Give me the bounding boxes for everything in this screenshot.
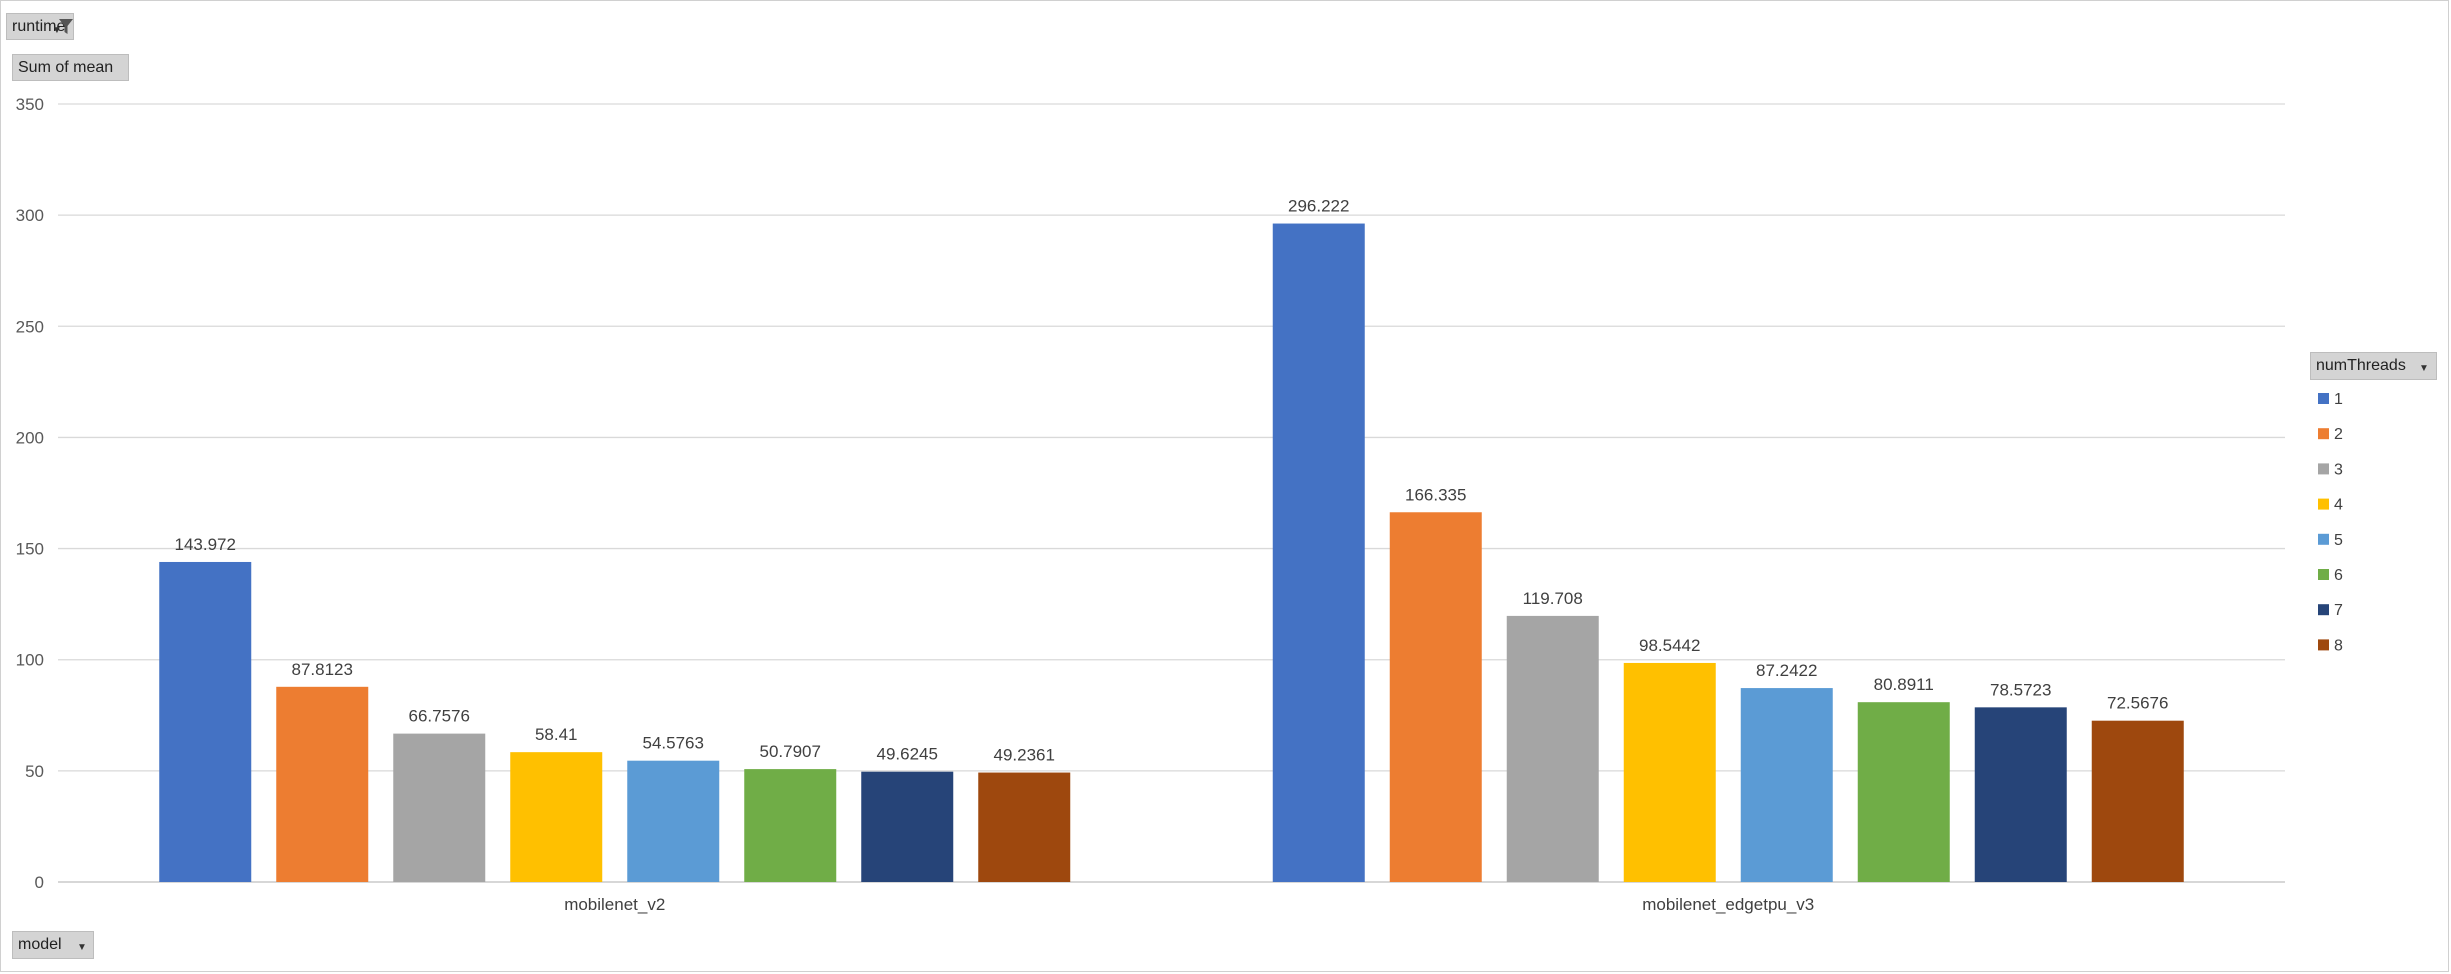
legend-label: 6 bbox=[2334, 567, 2343, 584]
model-axis-field-label: model bbox=[18, 936, 62, 953]
runtime-filter-label: runtime bbox=[12, 17, 66, 35]
data-label: 72.5676 bbox=[2107, 694, 2168, 713]
bar bbox=[159, 561, 252, 882]
bar bbox=[861, 771, 954, 882]
data-label: 143.972 bbox=[175, 535, 236, 554]
data-label: 98.5442 bbox=[1639, 636, 1700, 655]
bar bbox=[510, 752, 603, 882]
bar bbox=[1506, 615, 1599, 882]
bar bbox=[1857, 702, 1950, 882]
data-label: 49.2361 bbox=[994, 746, 1055, 765]
legend-label: 4 bbox=[2334, 497, 2343, 514]
y-tick-label: 50 bbox=[25, 762, 44, 781]
legend-swatch bbox=[2318, 463, 2329, 475]
legend-swatch bbox=[2318, 428, 2329, 440]
y-tick-label: 100 bbox=[16, 651, 44, 670]
legend-label: 7 bbox=[2334, 602, 2343, 619]
bar bbox=[1740, 688, 1833, 882]
runtime-filter-button[interactable]: runtime ▼ bbox=[6, 13, 74, 40]
bar bbox=[1389, 512, 1482, 882]
data-label: 87.8123 bbox=[292, 660, 353, 679]
data-label: 54.5763 bbox=[643, 734, 704, 753]
data-label: 66.7576 bbox=[409, 707, 470, 726]
bar bbox=[1623, 662, 1716, 882]
legend-swatch bbox=[2318, 533, 2329, 545]
data-label: 296.222 bbox=[1288, 197, 1349, 216]
chevron-down-icon: ▼ bbox=[52, 25, 62, 36]
y-tick-label: 200 bbox=[16, 428, 44, 447]
data-label: 78.5723 bbox=[1990, 680, 2051, 699]
y-tick-label: 150 bbox=[16, 540, 44, 559]
category-label: mobilenet_v2 bbox=[564, 895, 665, 914]
bar bbox=[276, 686, 369, 882]
numthreads-legend-field-button[interactable]: numThreads ▼ bbox=[2310, 352, 2437, 380]
bar bbox=[1974, 707, 2067, 882]
data-label: 166.335 bbox=[1405, 485, 1466, 504]
bar bbox=[627, 760, 720, 882]
legend-label: 1 bbox=[2334, 391, 2343, 408]
chevron-down-icon: ▼ bbox=[77, 942, 87, 953]
bar bbox=[2091, 720, 2184, 882]
y-tick-label: 350 bbox=[16, 95, 44, 114]
numthreads-legend-field-label: numThreads bbox=[2316, 357, 2406, 374]
model-axis-field-button[interactable]: model ▼ bbox=[12, 931, 94, 959]
legend-swatch bbox=[2318, 498, 2329, 510]
bar bbox=[978, 772, 1071, 882]
y-tick-label: 300 bbox=[16, 206, 44, 225]
legend-swatch bbox=[2318, 393, 2329, 404]
legend-label: 8 bbox=[2334, 637, 2343, 654]
data-label: 58.41 bbox=[535, 725, 578, 744]
legend-label: 2 bbox=[2334, 426, 2343, 443]
data-label: 49.6245 bbox=[877, 745, 938, 764]
legend-swatch bbox=[2318, 604, 2329, 616]
bar bbox=[744, 769, 837, 882]
filter-icon bbox=[59, 19, 73, 34]
legend-swatch bbox=[2318, 639, 2329, 651]
legend-label: 5 bbox=[2334, 532, 2343, 549]
data-label: 50.7907 bbox=[760, 742, 821, 761]
bar bbox=[1272, 223, 1365, 882]
values-field-label: Sum of mean bbox=[18, 58, 114, 76]
values-field-button[interactable]: Sum of mean bbox=[12, 54, 129, 81]
bar bbox=[393, 733, 486, 882]
data-label: 87.2422 bbox=[1756, 661, 1817, 680]
y-tick-label: 250 bbox=[16, 317, 44, 336]
data-label: 80.8911 bbox=[1874, 675, 1934, 694]
data-label: 119.708 bbox=[1523, 589, 1583, 608]
legend-swatch bbox=[2318, 569, 2329, 580]
category-label: mobilenet_edgetpu_v3 bbox=[1642, 895, 1814, 914]
y-tick-label: 0 bbox=[35, 873, 44, 892]
legend-label: 3 bbox=[2334, 461, 2343, 478]
chevron-down-icon: ▼ bbox=[2419, 363, 2429, 374]
